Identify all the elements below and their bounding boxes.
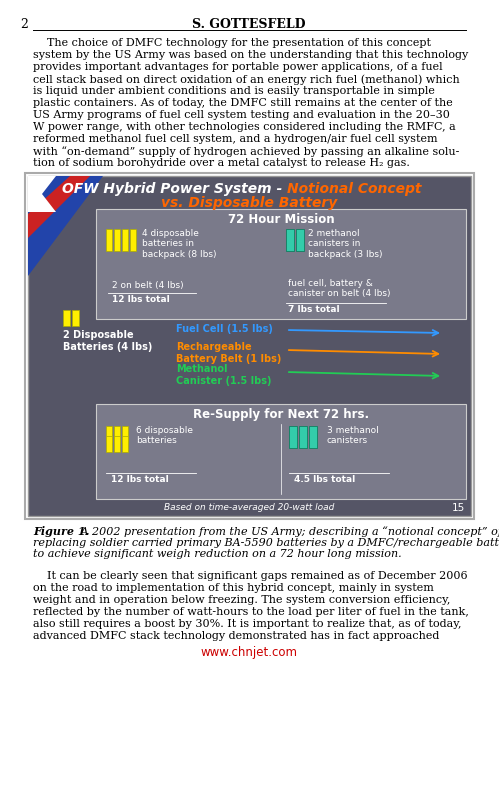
Bar xyxy=(122,436,128,452)
Text: 72 Hour Mission: 72 Hour Mission xyxy=(228,213,334,226)
Text: 3 methanol
canisters: 3 methanol canisters xyxy=(327,426,379,446)
Text: advanced DMFC stack technology demonstrated has in fact approached: advanced DMFC stack technology demonstra… xyxy=(33,631,440,641)
Text: 4.5 lbs total: 4.5 lbs total xyxy=(294,475,355,484)
Bar xyxy=(28,176,471,516)
Text: 2 on belt (4 lbs): 2 on belt (4 lbs) xyxy=(112,281,184,290)
Text: is liquid under ambient conditions and is easily transportable in simple: is liquid under ambient conditions and i… xyxy=(33,86,435,96)
Bar xyxy=(114,426,120,442)
Bar xyxy=(122,229,128,251)
Bar xyxy=(63,310,70,326)
Text: S. GOTTESFELD: S. GOTTESFELD xyxy=(192,18,306,31)
Polygon shape xyxy=(28,176,103,276)
Text: plastic containers. As of today, the DMFC still remains at the center of the: plastic containers. As of today, the DMF… xyxy=(33,98,453,108)
Text: 2: 2 xyxy=(20,18,28,31)
Text: 6 disposable
batteries: 6 disposable batteries xyxy=(136,426,193,446)
Bar xyxy=(289,426,297,448)
Text: system by the US Army was based on the understanding that this technology: system by the US Army was based on the u… xyxy=(33,50,468,60)
Text: Figure 1.: Figure 1. xyxy=(33,526,89,537)
Text: Fuel Cell (1.5 lbs): Fuel Cell (1.5 lbs) xyxy=(176,324,273,334)
Text: 2 Disposable
Batteries (4 lbs): 2 Disposable Batteries (4 lbs) xyxy=(63,330,152,351)
Text: replacing soldier carried primary BA-5590 batteries by a DMFC/rechargeable batte: replacing soldier carried primary BA-559… xyxy=(33,538,499,547)
Bar xyxy=(299,426,307,448)
Text: on the road to implementation of this hybrid concept, mainly in system: on the road to implementation of this hy… xyxy=(33,583,434,593)
Bar xyxy=(25,173,474,519)
Text: 15: 15 xyxy=(452,503,465,513)
Bar xyxy=(296,229,304,251)
Text: vs. Disposable Battery: vs. Disposable Battery xyxy=(161,196,338,210)
Text: Based on time-averaged 20-watt load: Based on time-averaged 20-watt load xyxy=(164,503,335,512)
Text: also still requires a boost by 30%. It is important to realize that, as of today: also still requires a boost by 30%. It i… xyxy=(33,619,462,629)
Bar xyxy=(96,404,466,499)
Text: Methanol
Canister (1.5 lbs): Methanol Canister (1.5 lbs) xyxy=(176,364,271,385)
Polygon shape xyxy=(28,176,90,238)
Text: to achieve significant weigh reduction on a 72 hour long mission.: to achieve significant weigh reduction o… xyxy=(33,549,402,559)
Text: 2 methanol
canisters in
backpack (3 lbs): 2 methanol canisters in backpack (3 lbs) xyxy=(308,229,383,259)
Text: Rechargeable
Battery Belt (1 lbs): Rechargeable Battery Belt (1 lbs) xyxy=(176,342,281,364)
Bar xyxy=(114,436,120,452)
Text: Notional Concept: Notional Concept xyxy=(287,182,422,196)
Bar xyxy=(122,426,128,442)
Text: W power range, with other technologies considered including the RMFC, a: W power range, with other technologies c… xyxy=(33,122,456,132)
Text: provides important advantages for portable power applications, of a fuel: provides important advantages for portab… xyxy=(33,62,443,72)
Bar xyxy=(309,426,317,448)
Text: reflected by the number of watt-hours to the load per liter of fuel in the tank,: reflected by the number of watt-hours to… xyxy=(33,607,469,617)
Text: reformed methanol fuel cell system, and a hydrogen/air fuel cell system: reformed methanol fuel cell system, and … xyxy=(33,134,438,144)
Text: 7 lbs total: 7 lbs total xyxy=(288,305,340,314)
Text: OFW Hybrid Power System -: OFW Hybrid Power System - xyxy=(62,182,287,196)
Text: It can be clearly seen that significant gaps remained as of December 2006: It can be clearly seen that significant … xyxy=(33,571,468,581)
Text: weight and in operation below freezing. The system conversion efficiency,: weight and in operation below freezing. … xyxy=(33,595,451,605)
Text: cell stack based on direct oxidation of an energy rich fuel (methanol) which: cell stack based on direct oxidation of … xyxy=(33,74,460,85)
Text: www.chnjet.com: www.chnjet.com xyxy=(201,646,297,659)
Bar xyxy=(130,229,136,251)
Text: 4 disposable
batteries in
backpack (8 lbs): 4 disposable batteries in backpack (8 lb… xyxy=(142,229,217,259)
Text: Re-Supply for Next 72 hrs.: Re-Supply for Next 72 hrs. xyxy=(193,408,369,421)
Text: tion of sodium borohydride over a metal catalyst to release H₂ gas.: tion of sodium borohydride over a metal … xyxy=(33,158,410,168)
Text: 12 lbs total: 12 lbs total xyxy=(111,475,169,484)
Text: US Army programs of fuel cell system testing and evaluation in the 20–30: US Army programs of fuel cell system tes… xyxy=(33,110,450,120)
Bar xyxy=(114,229,120,251)
Text: with “on-demand” supply of hydrogen achieved by passing an alkaline solu-: with “on-demand” supply of hydrogen achi… xyxy=(33,146,460,157)
Polygon shape xyxy=(28,176,56,212)
Bar xyxy=(106,426,112,442)
Text: A 2002 presentation from the US Army; describing a “notional concept” of: A 2002 presentation from the US Army; de… xyxy=(77,526,499,537)
Bar xyxy=(106,229,112,251)
Bar xyxy=(72,310,79,326)
Bar xyxy=(96,209,466,319)
Text: 12 lbs total: 12 lbs total xyxy=(112,295,170,304)
Bar xyxy=(106,436,112,452)
Bar xyxy=(286,229,294,251)
Text: fuel cell, battery &
canister on belt (4 lbs): fuel cell, battery & canister on belt (4… xyxy=(288,279,391,298)
Text: The choice of DMFC technology for the presentation of this concept: The choice of DMFC technology for the pr… xyxy=(33,38,431,48)
